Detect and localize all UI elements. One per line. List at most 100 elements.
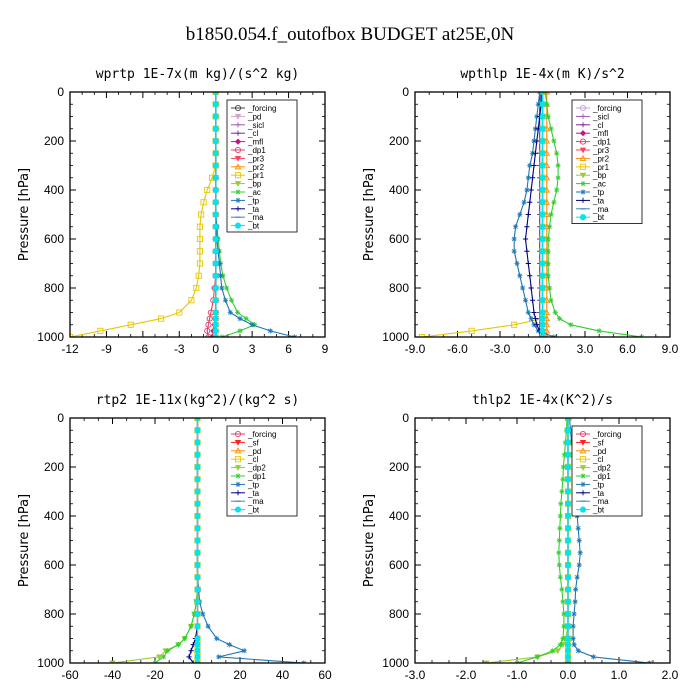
legend-marker [234,506,242,513]
data-point [545,260,551,267]
y-tick-label: 800 [389,607,409,621]
data-point [532,150,539,156]
data-point [560,599,566,605]
data-point [544,101,550,107]
data-point [194,439,201,446]
data-point [205,321,212,328]
data-point [545,273,551,279]
legend-marker [580,122,586,128]
y-tick-label: 200 [389,134,409,148]
data-point [557,513,563,519]
data-point [537,334,543,337]
legend-entry: _mfl [592,129,608,138]
data-point [214,635,220,642]
data-point [194,512,201,520]
data-point [556,550,562,556]
data-point [194,647,201,654]
x-tick-label: -9 [101,342,112,356]
data-point [212,272,219,279]
data-point [560,635,566,642]
data-point [188,648,194,654]
data-point [575,648,581,654]
data-point [212,125,219,132]
data-point [267,328,273,334]
data-point [228,297,235,303]
series-group [109,418,307,663]
data-point [534,654,540,660]
data-point [194,537,201,544]
data-point [539,284,546,292]
data-point [127,321,134,328]
legend-entry: _dp1 [592,138,611,147]
data-point [194,561,201,569]
legend-entry: _pr1 [247,171,265,180]
legend-marker [234,456,242,463]
data-point [160,654,167,660]
legend-entry: _bp [247,180,262,189]
series-line-dp2 [486,418,569,663]
data-point [539,125,546,132]
data-point [556,562,562,568]
data-point [194,610,201,618]
data-point [527,273,533,279]
y-tick-label: 800 [389,281,409,295]
y-tick-label: 0 [402,85,409,99]
data-point [195,272,202,279]
x-tick-label: 3.0 [577,342,594,356]
data-point [539,174,546,181]
data-point [196,248,203,255]
data-point [525,309,531,316]
y-tick-label: 200 [389,460,409,474]
data-point [212,315,219,322]
data-point [564,451,572,458]
data-point [539,211,546,218]
data-point [539,248,546,255]
data-point [512,224,519,230]
data-point [196,223,203,230]
data-point [194,586,201,593]
x-tick-label: 9 [322,342,329,356]
data-point [237,316,243,322]
data-point [575,525,581,531]
legend-entry: _cl [247,129,258,138]
x-tick-label: 9.0 [662,342,679,356]
legend-entry: _ac [592,180,606,189]
data-point [205,623,211,629]
legend-marker [235,490,241,496]
data-point [568,439,575,446]
figure-title: b1850.054.f_outofbox BUDGET at25E,0N [186,24,515,45]
y-axis: 0 200 400 600 800 1000 [382,411,670,670]
data-point [571,611,577,617]
data-point [524,187,530,193]
data-point [574,574,580,580]
data-point [529,150,536,156]
legend-box [571,99,643,224]
data-point [212,199,219,206]
data-point [194,525,201,532]
legend-entry: _ac [247,188,261,197]
data-point [557,525,563,531]
legend-marker [234,163,242,170]
data-point [548,211,554,218]
y-axis-label: Pressure [hPa] [17,494,32,587]
data-point [196,260,203,267]
y-tick-label: 800 [44,607,64,621]
data-point [531,162,537,169]
data-point [570,635,576,642]
data-point [545,113,551,120]
data-point [539,162,546,169]
data-point [529,175,536,181]
data-point [532,316,539,322]
legend-entry: _pr3 [247,154,265,163]
chart-panel-1: wprtp 1E-7x(m kg)/(s^2 kg) Pressure [hPa]… [17,67,329,356]
data-point [546,224,553,230]
y-tick-label: 600 [44,232,64,246]
data-point [564,463,572,471]
data-point [564,439,572,446]
data-point [216,654,222,660]
chart-panel-4: thlp2 1E-4x(K^2)/s Pressure [hPa] -3.0 -2.0… [362,393,679,682]
data-point [554,648,561,655]
legend-entry: _pd [247,447,261,456]
data-point [535,101,541,107]
